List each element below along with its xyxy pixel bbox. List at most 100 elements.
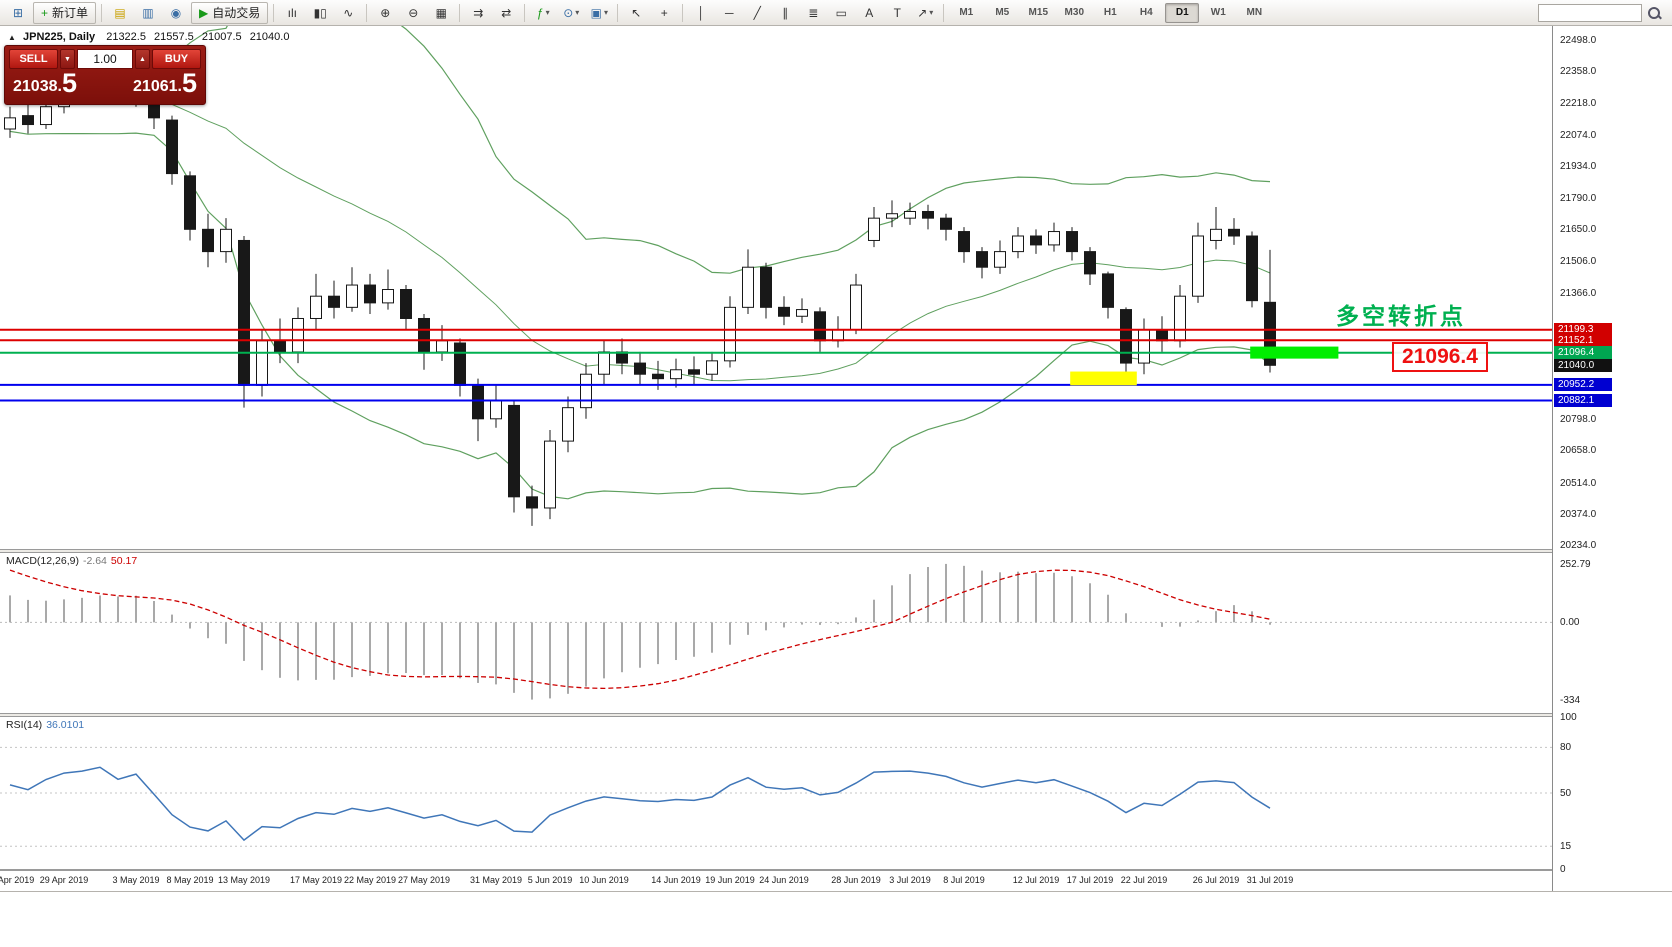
date-label: 19 Jun 2019 — [705, 875, 755, 885]
periods-icon[interactable]: ⊙ ▾ — [558, 2, 584, 24]
market-watch-icon[interactable]: ▥ — [135, 2, 161, 24]
symbol-info: ▲ JPN225, Daily 21322.5 21557.5 21007.5 … — [8, 31, 294, 43]
crosshair-icon[interactable]: + — [651, 2, 677, 24]
rsi-line — [9, 766, 1271, 842]
timeframe-mn-button[interactable]: MN — [1246, 7, 1263, 18]
templates-icon[interactable]: ▣ ▾ — [586, 2, 612, 24]
timeframe-h4-button[interactable]: H4 — [1139, 7, 1153, 18]
date-label: 17 May 2019 — [289, 875, 343, 885]
chart-shift-icon[interactable]: ⇄ — [493, 2, 519, 24]
new-order-button[interactable]: + 新订单 — [33, 1, 97, 24]
date-label: 3 May 2019 — [112, 875, 160, 885]
toolbar-search — [1538, 3, 1662, 22]
price-tag: 20952.2 — [1554, 378, 1612, 392]
rsi-tick-label: 0 — [1560, 864, 1566, 875]
bar-chart-icon[interactable]: ılı — [279, 2, 305, 24]
shapes-icon[interactable]: ▭ — [828, 2, 854, 24]
date-label: 3 Jul 2019 — [889, 875, 931, 885]
charts-profile-icon[interactable]: ▤ — [107, 2, 133, 24]
horizontal-line-icon[interactable]: ─ — [716, 2, 742, 24]
rsi-name: RSI(14) — [6, 719, 43, 731]
timeframe-m30-button[interactable]: M30 — [1064, 7, 1084, 18]
rsi-value: 36.0101 — [46, 719, 85, 731]
sell-price-main: 21038. — [13, 78, 62, 95]
symbol-name: JPN225, Daily — [22, 31, 96, 43]
date-label: 29 Apr 2019 — [39, 875, 89, 885]
panel-separator[interactable] — [0, 549, 1672, 553]
zoom-out-icon[interactable]: ⊖ — [400, 2, 426, 24]
volume-input[interactable] — [77, 49, 133, 69]
timeframe-m15-button[interactable]: M15 — [1028, 7, 1048, 18]
date-label: 22 Jul 2019 — [1120, 875, 1168, 885]
timeframe-w1-button[interactable]: W1 — [1210, 7, 1226, 18]
timeframe-d1-button[interactable]: D1 — [1165, 2, 1200, 23]
timeframe-h1-button[interactable]: H1 — [1103, 7, 1117, 18]
one-click-toggle-icon[interactable]: ▲ — [8, 33, 16, 42]
toolbar-separator — [943, 3, 945, 22]
shapes-icon-glyph: ▭ — [835, 5, 847, 20]
cursor-icon[interactable]: ↖ — [623, 2, 649, 24]
crosshair-icon-glyph: + — [660, 5, 668, 20]
status-bar — [0, 891, 1672, 947]
search-input[interactable] — [1538, 3, 1642, 22]
tile-windows-icon[interactable]: ▦ — [428, 2, 454, 24]
price-tag: 20882.1 — [1554, 394, 1612, 407]
buy-price[interactable]: 21061. 5 — [133, 70, 197, 97]
date-label: 8 Jul 2019 — [943, 875, 985, 885]
candlestick-chart-icon-glyph: ▮▯ — [313, 5, 327, 20]
date-label: 22 May 2019 — [343, 875, 397, 885]
timeframe-m1-button[interactable]: M1 — [959, 7, 974, 18]
time-axis[interactable]: 24 Apr 2019 29 Apr 2019 3 May 2019 8 May 20… — [0, 871, 1552, 891]
ohlc-high: 21557.5 — [154, 31, 194, 43]
price-tick-label: 21790.0 — [1560, 193, 1597, 205]
vertical-line-icon[interactable]: │ — [688, 2, 714, 24]
rsi-tick-label: 15 — [1560, 841, 1572, 853]
tile-windows-icon-glyph: ▦ — [435, 5, 447, 20]
panel-separator[interactable] — [0, 713, 1672, 717]
toolbar: ⊞ + 新订单 ▤ ▥ ◉ ▶ 自动交易 ılı ▮▯ ∿ ⊕ ⊖ ▦ ⇉ ⇄ ƒ ▾ ⊙ ▾ ▣ ▾ ↖ + │ ─ ╱ ∥ ≣ ▭ A T… — [0, 0, 1672, 26]
buy-button[interactable]: BUY — [152, 49, 201, 69]
volume-increase-button[interactable]: ▲ — [135, 49, 150, 69]
zoom-in-icon[interactable]: ⊕ — [372, 2, 398, 24]
date-label: 14 Jun 2019 — [651, 875, 701, 885]
pivot-price-box[interactable]: 21096.4 — [1392, 342, 1488, 372]
candlestick-chart-icon[interactable]: ▮▯ — [307, 2, 333, 24]
arrows-icon[interactable]: ↗ ▾ — [912, 2, 938, 24]
green-highlight-rect — [1250, 346, 1339, 359]
channel-icon[interactable]: ∥ — [772, 2, 798, 24]
ohlc-low: 21007.5 — [201, 31, 242, 43]
chevron-down-icon: ▾ — [545, 8, 550, 17]
text-icon-glyph: A — [865, 5, 874, 20]
navigator-icon-glyph: ◉ — [170, 5, 182, 20]
cursor-icon-glyph: ↖ — [631, 5, 642, 20]
navigator-icon[interactable]: ◉ — [163, 2, 189, 24]
text-label-icon[interactable]: T — [884, 2, 910, 24]
yellow-highlight-rect — [1070, 371, 1137, 386]
timeframe-m5-button[interactable]: M5 — [995, 7, 1010, 18]
auto-scroll-icon[interactable]: ⇉ — [465, 2, 491, 24]
new-chart-button[interactable]: ⊞ — [5, 2, 31, 24]
date-label: 12 Jul 2019 — [1012, 875, 1060, 885]
rsi-tick-label: 50 — [1560, 788, 1572, 799]
indicators-icon[interactable]: ƒ ▾ — [530, 2, 556, 24]
text-icon[interactable]: A — [856, 2, 882, 24]
price-tick-label: 21934.0 — [1560, 161, 1597, 172]
market-watch-icon-glyph: ▥ — [142, 5, 154, 20]
turning-point-annotation[interactable]: 多空转折点 — [1336, 303, 1466, 329]
fibonacci-icon[interactable]: ≣ — [800, 2, 826, 24]
panel-separator[interactable] — [0, 869, 1672, 871]
zoom-out-icon-glyph: ⊖ — [408, 5, 419, 20]
price-axis[interactable]: 22498.0 22358.0 22218.0 22074.0 21934.0 21790… — [1552, 26, 1672, 891]
sell-price[interactable]: 21038. 5 — [13, 70, 77, 97]
trendline-icon[interactable]: ╱ — [744, 2, 770, 24]
auto-trading-button[interactable]: ▶ 自动交易 — [191, 1, 269, 24]
auto-scroll-icon-glyph: ⇉ — [473, 5, 484, 20]
search-icon[interactable] — [1646, 5, 1662, 21]
volume-decrease-button[interactable]: ▼ — [60, 49, 75, 69]
date-label: 5 Jun 2019 — [527, 875, 573, 885]
price-tick-label: 20514.0 — [1560, 477, 1597, 489]
sell-button[interactable]: SELL — [9, 49, 58, 69]
line-chart-icon[interactable]: ∿ — [335, 2, 361, 24]
